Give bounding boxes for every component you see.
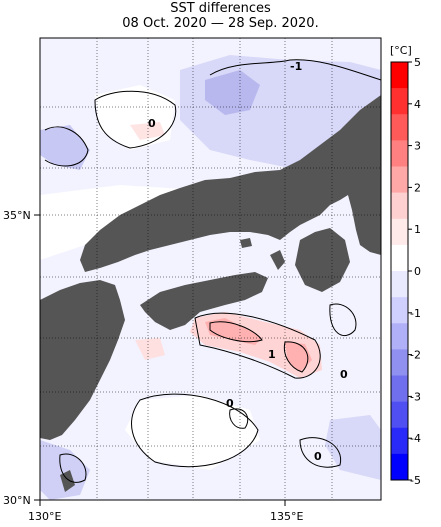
colorbar-label: 1 [414,223,421,236]
colorbar-label: 2 [414,181,421,194]
colorbar-segment [391,62,408,89]
colorbar-segment [391,375,408,403]
colorbar-label: -3 [410,390,421,403]
land-shikoku [140,272,268,330]
colorbar-segment [391,244,408,272]
y-tick-35n: 35°N [3,209,31,222]
map-subtitle: 08 Oct. 2020 — 28 Sep. 2020. [122,16,319,31]
colorbar-label: -1 [410,307,421,320]
colorbar-segment [391,271,408,298]
colorbar-segment [391,427,408,455]
colorbar-segment [391,349,408,376]
x-tick-130e: 130°E [28,510,61,523]
warm-anomaly-north [130,122,165,140]
contour-label-zero-north: 0 [148,117,156,130]
colorbar-label: 3 [414,140,421,153]
cool-anomaly-core [205,70,260,115]
colorbar-segment [391,166,408,194]
x-tick-135e: 135°E [270,510,303,523]
cool-anomaly-southeast [325,415,381,480]
land-awaji [270,250,285,270]
grid [40,38,381,500]
contour-lines [44,59,381,483]
y-tick-30n: 30°N [3,494,31,507]
colorbar-unit: [°C] [390,44,412,57]
contour-label-zero-southeast: 0 [314,450,322,463]
colorbar-segment [391,114,408,141]
colorbar-label: -5 [410,474,421,487]
colorbar-labels: 5 4 3 2 1 0 -1 -2 -3 -4 -5 [408,56,421,487]
colorbar-segment [391,401,408,429]
warm-anomaly-small [135,338,165,360]
colorbar-label: -4 [410,432,421,445]
colorbar-label: 5 [414,56,421,69]
map-panel: -1 0 1 0 0 0 [40,38,381,500]
neutral-region-2 [125,395,260,470]
colorbar-segment [391,140,408,167]
land-honshu [80,95,381,272]
contour-label-zero-south: 0 [226,397,234,410]
colorbar-segment [391,218,408,246]
colorbar-label: -2 [410,349,421,362]
colorbar-segment [391,88,408,115]
map-title: SST differences [170,1,271,16]
cool-anomaly-south [40,440,90,500]
contour-label-zero-east: 0 [340,368,348,381]
colorbar-segment [391,192,408,220]
colorbar-segment [391,297,408,324]
land-inland-isles [240,238,252,248]
land-kii [295,228,350,292]
colorbar-label: 4 [414,98,421,111]
contour-label-minus1: -1 [290,60,302,73]
contour-label-one: 1 [268,348,276,361]
axis-ticks [34,214,286,506]
colorbar-segment [391,453,408,481]
land-kyushu [40,280,125,440]
colorbar-label: 0 [414,265,421,278]
colorbar [390,61,409,481]
colorbar-segment [391,323,408,350]
map-frame [39,37,382,501]
cool-anomaly-west [40,125,90,170]
